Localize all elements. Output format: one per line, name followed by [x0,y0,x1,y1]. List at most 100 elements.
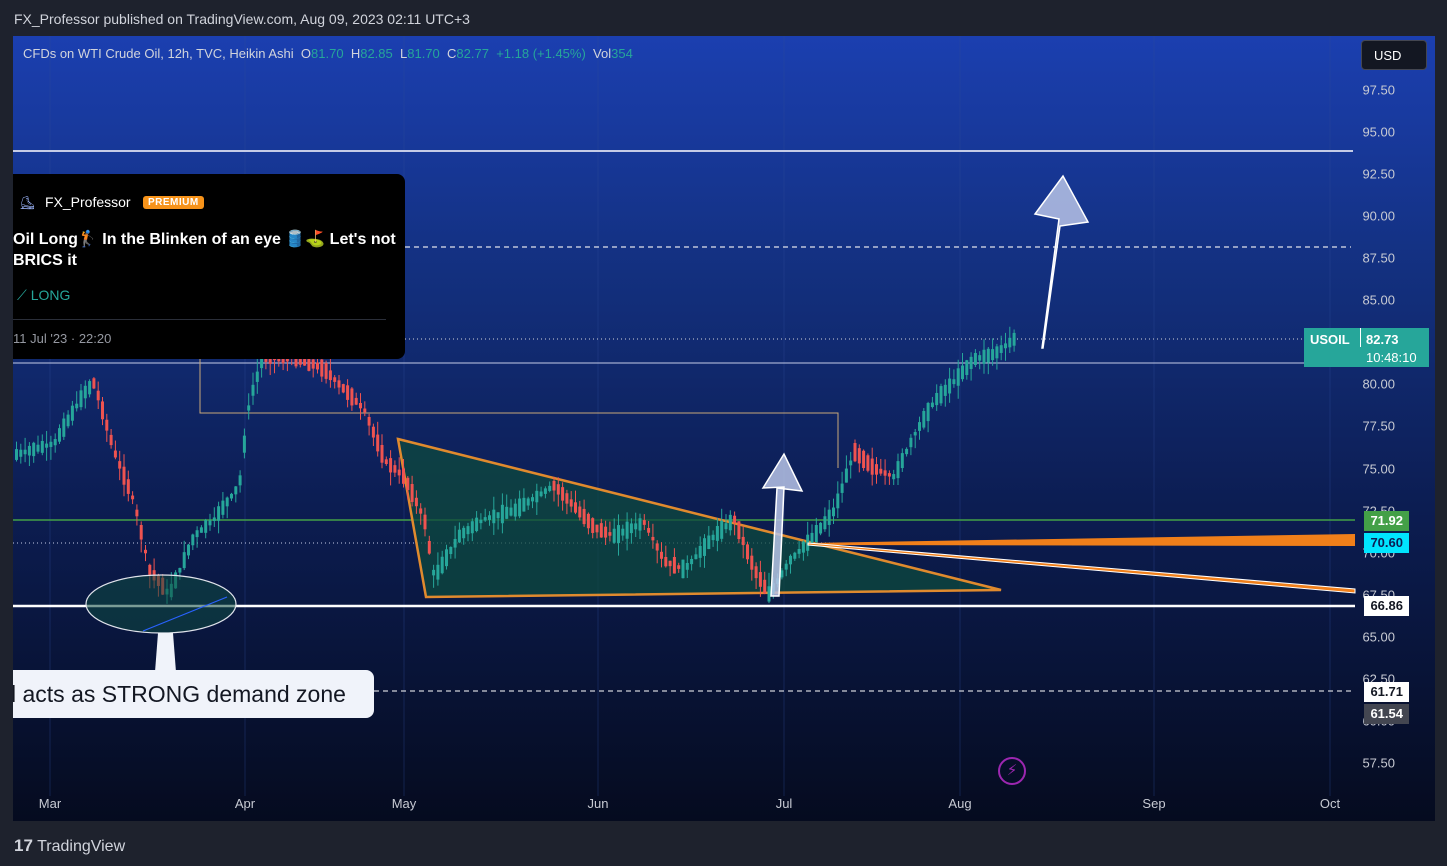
candle-body [62,418,66,437]
candle-body [389,458,393,473]
candle-body [793,552,797,559]
candle-body [427,541,431,554]
candle-body [672,557,676,574]
candle-body [79,390,83,408]
candle-body [715,525,719,541]
candle-body [956,368,960,386]
candle-body [53,439,57,446]
candle-body [453,538,457,548]
last-price-label: USOIL 82.73 10:48:10 [1304,328,1429,367]
candle-body [569,499,573,507]
candle-body [595,524,599,533]
candle-body [518,498,522,517]
candle-body [814,525,818,543]
candle-body [737,521,741,540]
candle-body [543,488,547,494]
candle-body [406,477,410,491]
candle-body [836,493,840,509]
candle-body [414,497,418,507]
candle-body [767,586,771,602]
candle-body [862,450,866,469]
idea-author[interactable]: FX_Professor [45,194,131,210]
candle-body [371,426,375,438]
candle-body [780,570,784,578]
candle-body [419,508,423,514]
candle-body [625,521,629,539]
candle-body [238,475,242,486]
candle-body [629,523,633,534]
candle-body [526,498,530,506]
candle-body [178,567,182,573]
candle-body [844,468,848,483]
price-label-71-92: 71.92 [1364,511,1409,531]
candle-body [410,483,414,502]
candle-body [307,352,311,371]
price-plot[interactable] [13,36,1435,821]
candle-body [866,455,870,471]
y-tick: 97.50 [1362,82,1395,98]
idea-title[interactable]: Oil Long🏌 In the Blinken of an eye 🛢️⛳ L… [13,231,396,269]
candle-body [384,459,388,464]
candle-body [991,349,995,361]
demand-zone-callout: l acts as STRONG demand zone [13,670,374,718]
candle-body [247,405,251,411]
candle-body [896,461,900,479]
candle-body [445,549,448,567]
candle-body [750,555,754,570]
idea-card[interactable]: ⛸ FX_Professor PREMIUM Oil Long🏌 In the … [13,174,405,359]
candle-body [346,385,350,400]
candle-body [582,508,586,525]
candle-body [849,460,853,466]
candle-body [548,485,552,491]
candle-body [1012,332,1016,346]
candle-body [376,434,380,452]
candle-body [105,419,109,431]
candle-body [234,486,238,495]
up-arrow-small [761,452,804,597]
lightning-icon[interactable]: ⚡ [998,757,1026,785]
candle-body [363,408,367,413]
candle-body [126,479,130,494]
candle-body [144,549,147,554]
candle-body [316,362,319,370]
candle-body [926,402,930,422]
y-tick: 57.50 [1362,755,1395,771]
candle-body [88,381,92,395]
candle-body [436,564,440,580]
candle-body [320,359,324,377]
x-tick: May [391,796,417,811]
candle-body [522,497,526,512]
candle-body [83,385,87,399]
y-tick: 92.50 [1362,166,1395,182]
orange-trendline-thick [808,534,1355,546]
candle-body [604,526,608,538]
x-tick: Sep [1142,796,1166,811]
candle-body [561,487,565,501]
candle-body [789,555,792,565]
candle-body [40,440,44,453]
candle-body [875,464,878,475]
candle-body [432,569,436,576]
x-tick: Jun [587,796,609,811]
candle-body [359,402,362,409]
volume-value: 354 [611,46,633,61]
y-tick: 90.00 [1362,208,1395,224]
currency-button[interactable]: USD [1361,40,1427,70]
candle-body [978,355,982,361]
chart-pane[interactable]: CFDs on WTI Crude Oil, 12h, TVC, Heikin … [13,36,1435,821]
candle-body [27,445,31,456]
triangle-pattern [396,437,1002,599]
orange-trendline-thin [807,542,1356,594]
candle-body [720,520,724,539]
candle-body [961,365,964,380]
candle-body [883,470,887,476]
candle-body [208,520,212,526]
candle-body [685,562,689,570]
candle-body [255,371,259,382]
candle-body [350,388,354,406]
candle-body [930,402,934,407]
candle-body [479,519,483,524]
candle-body [832,507,835,517]
candle-body [565,493,569,504]
candle-body [763,579,767,594]
